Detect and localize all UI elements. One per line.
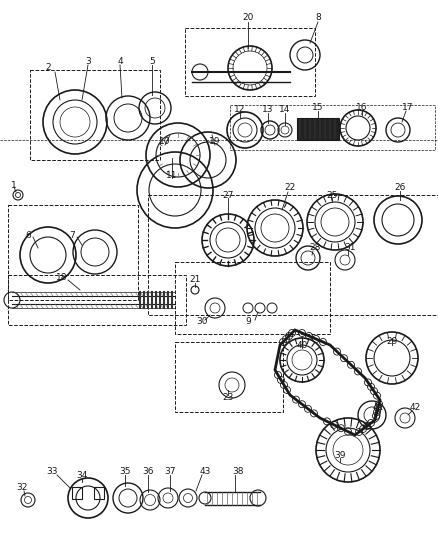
Text: 36: 36 — [142, 467, 154, 477]
Text: 42: 42 — [410, 403, 420, 413]
Text: 22: 22 — [284, 183, 296, 192]
Text: 39: 39 — [334, 450, 346, 459]
Text: 41: 41 — [372, 403, 384, 413]
Bar — [175, 342, 283, 412]
Text: 13: 13 — [262, 106, 274, 115]
Text: 31: 31 — [344, 244, 356, 253]
Bar — [8, 275, 186, 325]
Text: 23: 23 — [223, 392, 234, 401]
Text: 9: 9 — [245, 318, 251, 327]
Text: 4: 4 — [117, 58, 123, 67]
Text: 14: 14 — [279, 106, 291, 115]
Text: 19: 19 — [209, 138, 221, 147]
Text: 20: 20 — [242, 13, 254, 22]
Text: 11: 11 — [166, 171, 178, 180]
Text: 43: 43 — [199, 467, 211, 477]
Bar — [148, 195, 438, 315]
Text: 25: 25 — [326, 190, 338, 199]
Bar — [185, 28, 315, 96]
Text: 28: 28 — [309, 244, 321, 253]
Text: 30: 30 — [196, 318, 208, 327]
Text: 34: 34 — [76, 471, 88, 480]
Text: 37: 37 — [164, 467, 176, 477]
Text: 32: 32 — [16, 483, 28, 492]
Text: 35: 35 — [119, 467, 131, 477]
Text: 40: 40 — [297, 341, 307, 350]
Bar — [8, 205, 138, 300]
Text: 29: 29 — [386, 337, 398, 346]
Text: 8: 8 — [315, 13, 321, 22]
Text: 12: 12 — [234, 106, 246, 115]
Text: 6: 6 — [25, 230, 31, 239]
Bar — [72, 487, 82, 499]
Bar — [230, 105, 435, 150]
Text: 26: 26 — [394, 183, 406, 192]
Bar — [175, 262, 330, 334]
Text: 1: 1 — [11, 181, 17, 190]
Bar — [94, 487, 104, 499]
Text: 10: 10 — [159, 138, 171, 147]
Text: 38: 38 — [232, 467, 244, 477]
Text: 3: 3 — [85, 58, 91, 67]
Bar — [297, 118, 339, 140]
Text: 5: 5 — [149, 58, 155, 67]
Text: 27: 27 — [223, 190, 234, 199]
Text: 17: 17 — [402, 103, 414, 112]
Text: 16: 16 — [356, 103, 368, 112]
Text: 2: 2 — [45, 63, 51, 72]
Text: 7: 7 — [69, 230, 75, 239]
Text: 21: 21 — [189, 276, 201, 285]
Bar — [30, 70, 160, 160]
Text: 15: 15 — [312, 103, 324, 112]
Text: 18: 18 — [56, 273, 68, 282]
Text: 33: 33 — [46, 467, 58, 477]
